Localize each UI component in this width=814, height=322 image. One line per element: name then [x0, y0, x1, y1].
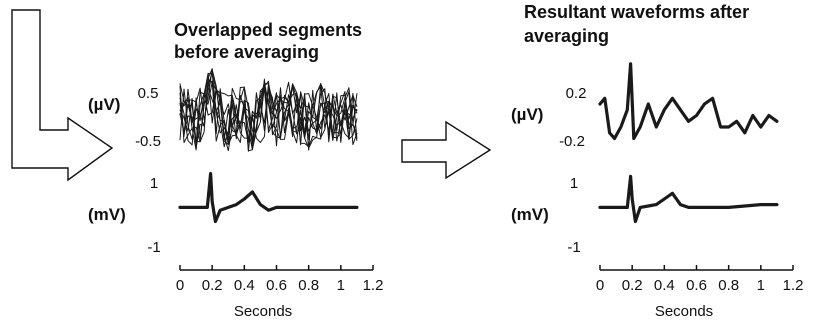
mv-ecg-waveform-line — [600, 176, 777, 221]
right-top-traces — [600, 64, 777, 139]
left-top-unit-label: (µV) — [88, 95, 120, 114]
x-tick-label: 0.4 — [234, 277, 255, 294]
left-bottom-traces — [180, 174, 357, 222]
x-tick-label: 0 — [596, 277, 604, 294]
x-tick-label: 0.8 — [718, 277, 739, 294]
x-tick-label: 1 — [757, 277, 765, 294]
left-top-ytick-label: 0.5 — [138, 85, 159, 102]
right-top-ytick-label: -0.2 — [559, 133, 585, 150]
x-tick-label: 1.2 — [363, 277, 384, 294]
left-panel: Overlapped segments before averaging (µV… — [88, 20, 383, 320]
x-tick-label: 0 — [176, 277, 184, 294]
right-top-ytick-label: 0.2 — [566, 85, 587, 102]
right-bottom-unit-label: (mV) — [511, 205, 549, 224]
x-tick-label: 0.8 — [298, 277, 319, 294]
right-top-unit-label: (µV) — [511, 105, 543, 124]
x-tick-label: 0.4 — [654, 277, 675, 294]
x-tick-label: 0.2 — [202, 277, 223, 294]
x-tick-label: 0.6 — [266, 277, 287, 294]
x-tick-label: 1.2 — [783, 277, 804, 294]
right-bottom-ytick-label: -1 — [567, 239, 580, 256]
x-tick-label: 0.2 — [622, 277, 643, 294]
left-panel-title-line-2: before averaging — [174, 42, 319, 62]
left-top-ytick-label: -0.5 — [135, 133, 161, 150]
x-tick-label: 0.6 — [686, 277, 707, 294]
left-top-traces — [180, 69, 357, 152]
left-bottom-ytick-label: -1 — [147, 239, 160, 256]
left-bottom-unit-label: (mV) — [88, 205, 126, 224]
right-panel-title-line-2: averaging — [524, 26, 609, 46]
right-x-axis: 0 0.2 0.4 0.6 0.8 1 1.2 — [596, 265, 804, 294]
left-panel-title-line-1: Overlapped segments — [174, 20, 362, 40]
left-x-axis: 0 0.2 0.4 0.6 0.8 1 1.2 — [176, 265, 384, 294]
right-panel-title-line-1: Resultant waveforms after — [524, 2, 749, 22]
left-x-axis-label: Seconds — [234, 303, 292, 320]
right-panel: Resultant waveforms after averaging (µV)… — [511, 2, 803, 320]
mv-ecg-waveform-line — [180, 174, 357, 222]
x-tick-label: 1 — [337, 277, 345, 294]
averaged-uv-waveform-line — [600, 64, 777, 139]
right-bottom-ytick-label: 1 — [570, 175, 578, 192]
right-arrow-icon — [402, 122, 490, 178]
left-bottom-ytick-label: 1 — [150, 175, 158, 192]
right-bottom-traces — [600, 176, 777, 221]
right-x-axis-label: Seconds — [655, 303, 713, 320]
